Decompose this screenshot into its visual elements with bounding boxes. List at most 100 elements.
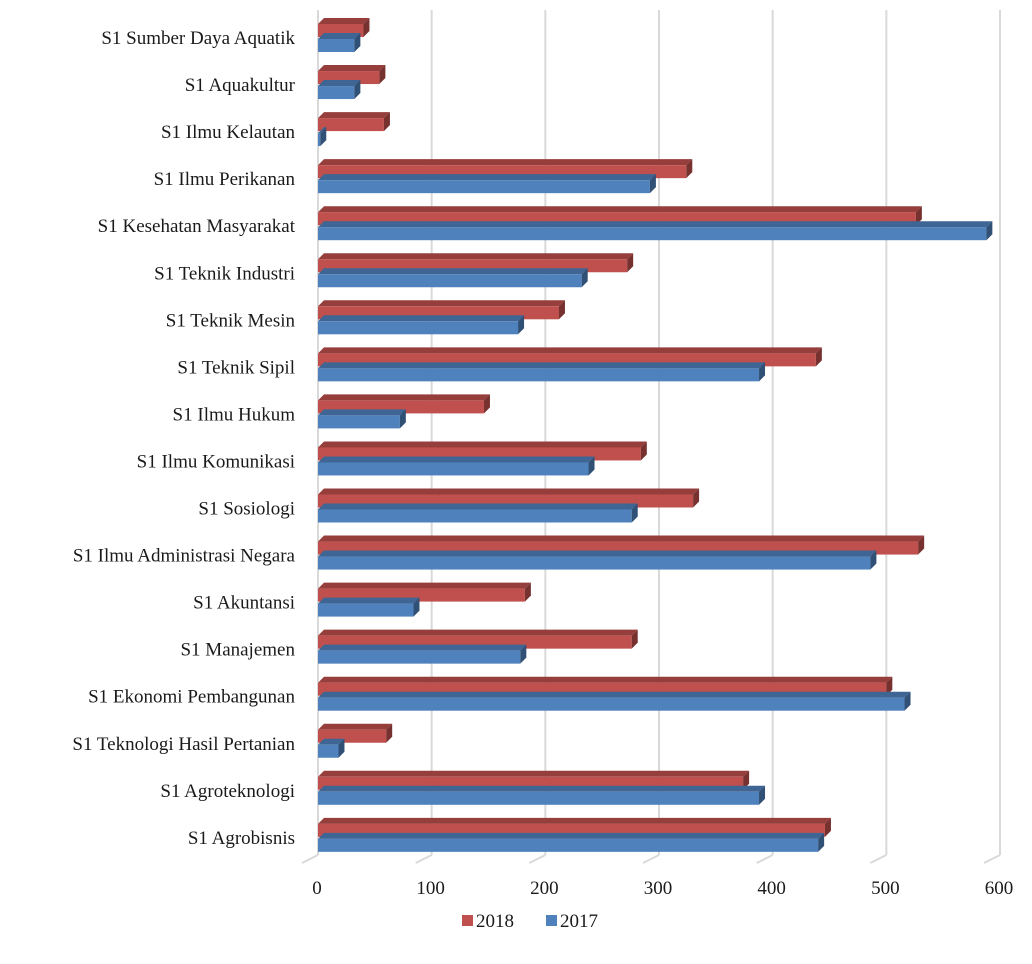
bar-2017-top-face (318, 832, 825, 839)
bar-2018-top-face (318, 18, 370, 24)
category-label: S1 Sosiologi (198, 499, 295, 520)
bar-2017-front-face (318, 368, 760, 382)
bar-2017-end-face (631, 503, 638, 523)
bar-2017-end-face (338, 738, 345, 758)
bar-2018-end-face (363, 18, 370, 37)
bar-2017-front-face (318, 556, 871, 570)
bar-2017-end-face (649, 174, 656, 194)
legend-swatch-2017 (546, 915, 557, 926)
bar-2017-front-face (318, 462, 589, 476)
bar-2017-top-face (318, 33, 361, 39)
legend-swatch-2018 (462, 915, 473, 926)
category-label: S1 Kesehatan Masyarakat (98, 216, 296, 237)
category-label: S1 Sumber Daya Aquatik (101, 28, 295, 49)
bar-2018-end-face (915, 206, 922, 226)
bar-2017-front-face (318, 274, 582, 288)
floor-gridline (301, 854, 319, 864)
bar-2017 (318, 785, 766, 805)
bar-2017-top-face (318, 456, 595, 463)
bar-2018-top-face (318, 817, 831, 824)
bar-2017 (318, 409, 406, 429)
bar-2017-front-face (318, 39, 355, 52)
bar-2018-end-face (379, 65, 386, 85)
category-label: S1 Ilmu Administrasi Negara (73, 546, 296, 567)
bar-2017 (318, 127, 327, 147)
bar-2018-top-face (318, 629, 638, 636)
floor-gridline (756, 854, 774, 864)
category-label: S1 Agrobisnis (188, 828, 295, 849)
category-label: S1 Ilmu Perikanan (154, 169, 296, 190)
bar-2017-front-face (318, 791, 760, 805)
category-label: S1 Ilmu Hukum (173, 404, 296, 425)
bar-2018-end-face (640, 441, 647, 461)
bar-2017-top-face (318, 268, 588, 275)
bar-2018 (318, 723, 393, 743)
bar-2018-end-face (886, 676, 893, 696)
bar-2017-end-face (759, 362, 766, 382)
grid-layer (301, 10, 1001, 864)
bar-2018-end-face (693, 488, 700, 508)
bar-2018-top-face (318, 723, 393, 730)
bar-2017-front-face (318, 697, 905, 711)
bar-2017 (318, 644, 527, 664)
bar-2018-top-face (318, 441, 647, 448)
bar-2017-end-face (354, 33, 361, 52)
x-tick-label: 0 (312, 878, 322, 899)
bar-2018-end-face (824, 817, 831, 837)
bar-2018-top-face (318, 535, 925, 542)
bar-2017 (318, 80, 361, 100)
bar-2017-end-face (518, 315, 525, 335)
bar-2017 (318, 33, 361, 52)
bar-2017-top-face (318, 738, 345, 745)
category-label: S1 Akuntansi (193, 593, 295, 614)
legend: 2018 2017 (462, 911, 598, 932)
bar-2018-top-face (318, 488, 700, 495)
bar-2017-front-face (318, 650, 521, 664)
bar-2017-end-face (818, 832, 825, 852)
bar-2018-top-face (318, 582, 531, 589)
bar-2018-end-face (483, 394, 490, 414)
bar-2018-top-face (318, 206, 922, 213)
bar-2018-end-face (686, 159, 693, 179)
floor-gridline (528, 854, 546, 864)
bar-2017-front-face (318, 838, 819, 852)
bar-2018-top-face (318, 676, 893, 683)
bar-2017-end-face (520, 644, 527, 664)
bar-2018-top-face (318, 347, 822, 354)
bar-2018-end-face (743, 770, 750, 790)
bar-2017-top-face (318, 127, 327, 134)
bar-2017-top-face (318, 550, 877, 557)
category-label: S1 Ekonomi Pembangunan (88, 687, 295, 708)
bar-2018 (318, 112, 390, 132)
bar-2018-end-face (386, 723, 393, 743)
floor-gridline (869, 854, 887, 864)
category-label: S1 Agroteknologi (160, 781, 295, 802)
category-label: S1 Teknik Mesin (166, 310, 296, 331)
bar-2018-top-face (318, 770, 750, 777)
x-tick-label: 500 (871, 878, 900, 899)
x-tick-label: 600 (985, 878, 1014, 899)
bar-2018-top-face (318, 394, 490, 401)
bar-2017 (318, 174, 656, 194)
bar-2017-end-face (588, 456, 595, 476)
legend-label-2018: 2018 (476, 911, 514, 932)
bar-2017 (318, 691, 911, 711)
bar-2017 (318, 550, 877, 570)
bar-2017-top-face (318, 691, 911, 698)
bar-2017 (318, 315, 525, 335)
bar-2018-end-face (558, 300, 565, 320)
x-tick-label: 400 (757, 878, 786, 899)
bar-2018-end-face (918, 535, 925, 555)
category-labels: S1 Sumber Daya Aquatik S1 Aquakultur S1 Il… (72, 28, 295, 849)
category-label: S1 Teknik Sipil (177, 357, 295, 378)
bar-2017-top-face (318, 362, 766, 369)
bar-2017-end-face (320, 127, 327, 147)
bar-2018-top-face (318, 112, 390, 119)
bar-2018-end-face (383, 112, 390, 132)
bar-2017 (318, 456, 595, 476)
x-tick-label: 200 (530, 878, 559, 899)
bar-2017-top-face (318, 80, 361, 87)
bar-2017-end-face (581, 268, 588, 288)
